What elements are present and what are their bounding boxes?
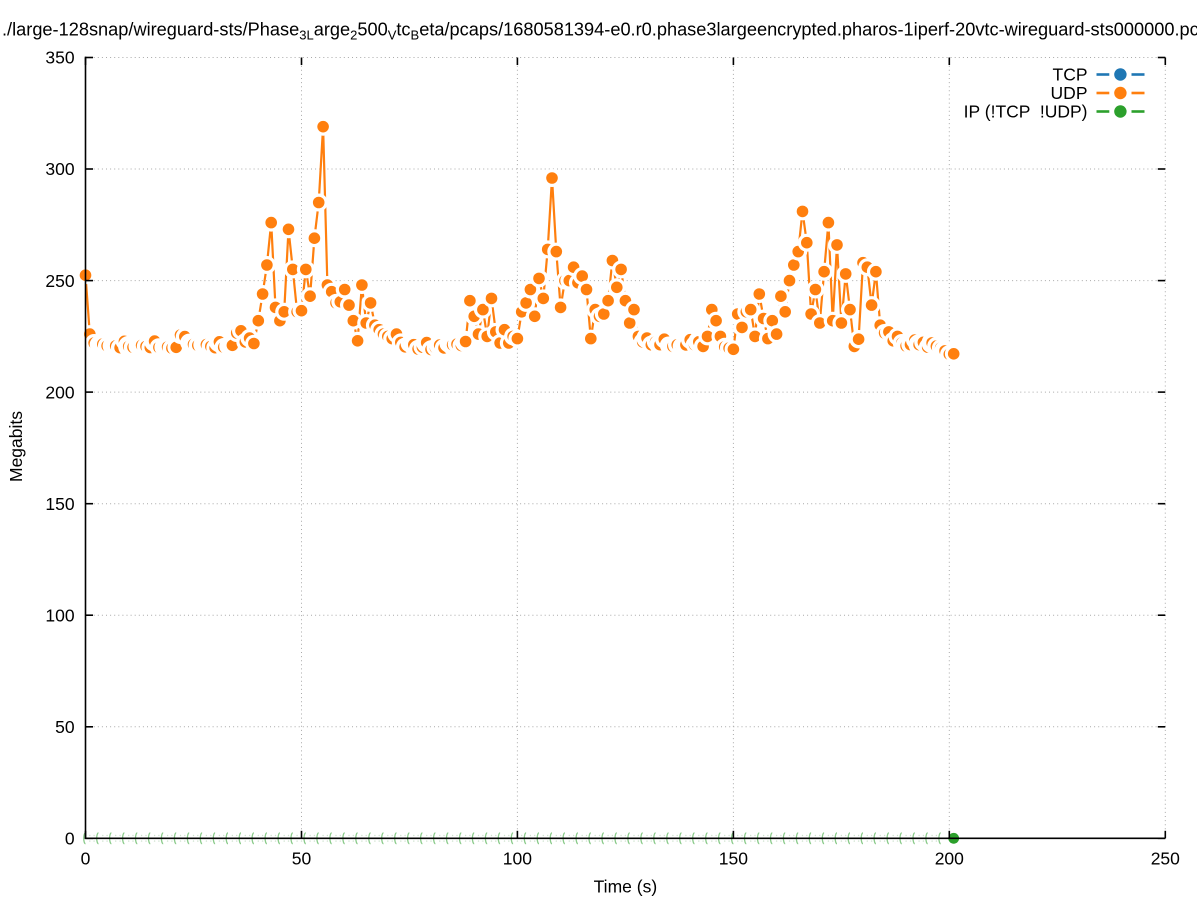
svg-text:./large-128snap/wireguard-sts/: ./large-128snap/wireguard-sts/Phase3Larg… bbox=[2, 19, 1197, 42]
svg-text:0: 0 bbox=[65, 829, 75, 849]
svg-text:IP (!TCP !UDP): IP (!TCP !UDP) bbox=[964, 102, 1088, 122]
svg-text:200: 200 bbox=[45, 382, 74, 402]
svg-text:UDP: UDP bbox=[1051, 83, 1088, 103]
svg-text:TCP: TCP bbox=[1053, 65, 1088, 85]
svg-text:150: 150 bbox=[45, 494, 74, 514]
svg-text:100: 100 bbox=[503, 848, 532, 868]
svg-text:300: 300 bbox=[45, 159, 74, 179]
svg-text:0: 0 bbox=[81, 848, 91, 868]
svg-text:50: 50 bbox=[55, 717, 75, 737]
svg-text:350: 350 bbox=[45, 48, 74, 68]
svg-text:250: 250 bbox=[45, 271, 74, 291]
svg-text:Time (s): Time (s) bbox=[594, 876, 658, 896]
svg-text:150: 150 bbox=[719, 848, 748, 868]
svg-text:250: 250 bbox=[1151, 848, 1180, 868]
svg-text:100: 100 bbox=[45, 605, 74, 625]
svg-text:200: 200 bbox=[935, 848, 964, 868]
svg-text:50: 50 bbox=[292, 848, 312, 868]
svg-text:Megabits: Megabits bbox=[6, 411, 26, 482]
